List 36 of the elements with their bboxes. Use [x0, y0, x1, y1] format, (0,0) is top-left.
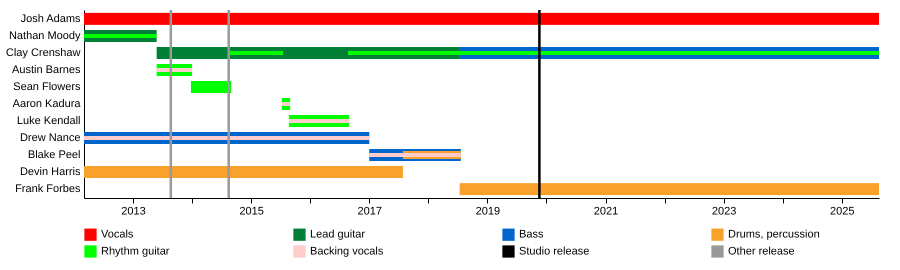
y-tick-label: Austin Barnes: [12, 64, 81, 76]
bar: [288, 119, 350, 124]
x-tick-label: 2015: [239, 206, 264, 218]
x-tick-label: 2023: [712, 206, 736, 218]
y-tick-label: Josh Adams: [20, 12, 81, 25]
bar: [84, 12, 879, 25]
y-tick-label: Luke Kendall: [16, 115, 80, 128]
bar: [84, 166, 403, 178]
y-tick-label: Aaron Kadura: [12, 98, 82, 110]
y-tick-label: Sean Flowers: [13, 80, 81, 93]
x-tick-label: 2013: [121, 206, 146, 218]
legend-label: Backing vocals: [310, 246, 384, 258]
y-tick-label: Nathan Moody: [8, 30, 81, 42]
y-tick-label: Devin Harris: [20, 166, 81, 178]
bar: [84, 136, 370, 140]
x-tick-label: 2017: [358, 206, 382, 218]
y-tick-label: Clay Crenshaw: [6, 46, 81, 59]
legend-label: Lead guitar: [310, 228, 366, 241]
bar: [190, 80, 232, 93]
bar: [369, 153, 461, 158]
legend-label: Studio release: [519, 246, 590, 258]
y-tick-label: Frank Forbes: [15, 183, 81, 196]
x-tick-label: 2021: [594, 206, 618, 218]
bar: [282, 102, 290, 106]
x-tick-label: 2019: [476, 206, 500, 218]
legend-label: Other release: [728, 246, 795, 258]
x-tick-label: 2025: [830, 206, 855, 218]
legend-label: Rhythm guitar: [101, 246, 170, 258]
y-tick-label: Drew Nance: [20, 132, 80, 144]
bar: [348, 50, 879, 55]
y-tick-label: Blake Peel: [28, 149, 80, 162]
bar: [156, 68, 192, 72]
bar: [460, 183, 879, 196]
legend-label: Vocals: [101, 228, 134, 241]
legend-label: Bass: [519, 228, 544, 241]
legend-label: Drums, percussion: [728, 228, 820, 241]
